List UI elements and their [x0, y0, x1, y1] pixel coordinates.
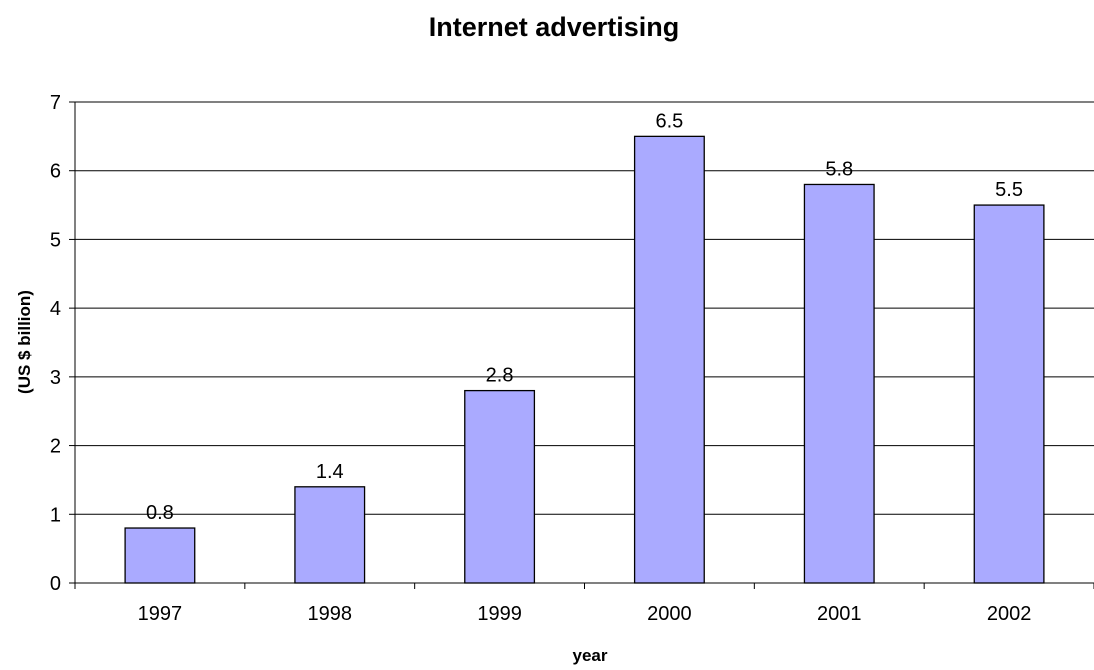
bar [803, 183, 875, 584]
x-tick-label: 1997 [138, 603, 183, 625]
data-label: 0.8 [146, 502, 174, 524]
data-label: 6.5 [656, 110, 684, 132]
x-tick-label: 1999 [477, 603, 522, 625]
x-tick-label: 2002 [987, 603, 1032, 625]
y-tick-label: 4 [50, 298, 61, 320]
y-axis-title: (US $ billion) [15, 290, 34, 394]
data-label: 5.8 [825, 158, 853, 180]
y-tick-label: 0 [50, 573, 61, 595]
labels: 0 1 2 3 4 5 6 7 1997 0.8 1998 1.4 1999 2.8 2000 6.5 2001… [50, 92, 1031, 625]
chart-title: Internet advertising [429, 12, 680, 42]
y-tick-label: 6 [50, 161, 61, 183]
y-tick-label: 2 [50, 436, 61, 458]
y-tick-label: 5 [50, 229, 61, 251]
bar [294, 486, 366, 584]
x-tick-label: 2001 [817, 603, 862, 625]
x-tick-label: 1998 [308, 603, 353, 625]
axes [69, 101, 1094, 589]
data-label: 2.8 [486, 365, 514, 387]
y-tick-label: 1 [50, 504, 61, 526]
y-tick-label: 3 [50, 367, 61, 389]
data-label: 1.4 [316, 461, 344, 483]
bar [973, 204, 1045, 584]
gridlines [75, 101, 1094, 515]
data-label: 5.5 [995, 179, 1023, 201]
bar [464, 389, 536, 584]
x-axis-title: year [573, 646, 608, 665]
x-tick-label: 2000 [647, 603, 692, 625]
bar [124, 527, 196, 584]
y-tick-label: 7 [50, 92, 61, 114]
bar [633, 135, 705, 584]
bars [124, 135, 1045, 584]
